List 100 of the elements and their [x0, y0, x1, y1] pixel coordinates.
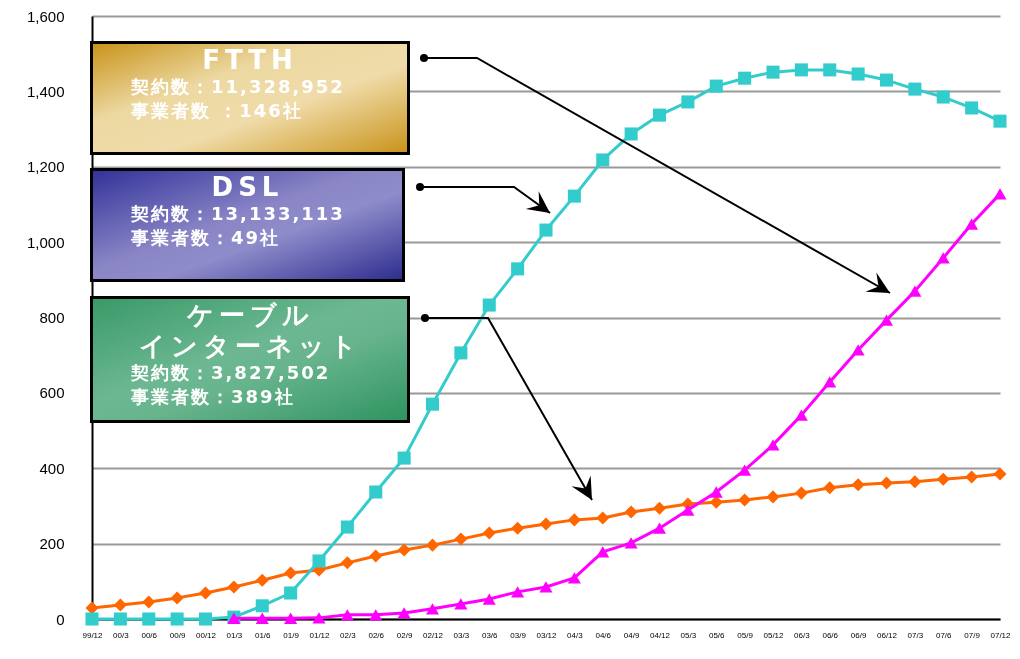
x-tick-label: 05/12 [763, 630, 785, 640]
point [142, 595, 156, 609]
x-tick-label: 05/6 [708, 630, 726, 640]
point [709, 495, 723, 509]
x-tick-label: 02/6 [368, 630, 385, 640]
x-tick-label: 07/9 [964, 630, 981, 640]
point [936, 472, 950, 486]
point [511, 521, 525, 535]
point [823, 63, 837, 77]
point [312, 554, 326, 568]
point [823, 481, 837, 495]
x-tick-label: 04/6 [595, 630, 612, 640]
annotation: 事業者数：49社 [130, 226, 282, 250]
point [596, 546, 610, 558]
x-tick-label: 06/3 [794, 630, 811, 640]
annotation: 契約数：3,827,502 [130, 361, 332, 385]
point [709, 486, 723, 498]
x-tick-label: 04/9 [623, 630, 640, 640]
x-tick-label: 05/9 [737, 630, 754, 640]
point [397, 451, 411, 465]
point [255, 612, 269, 624]
x-tick-label: 02/12 [422, 630, 444, 640]
x-tick-label: 07/3 [907, 630, 924, 640]
x-tick-label: 01/9 [283, 630, 300, 640]
x-tick-label: 00/6 [141, 630, 158, 640]
point [879, 73, 894, 87]
point [908, 475, 922, 489]
point [511, 262, 525, 276]
annotation: FTTH [201, 45, 299, 75]
point [539, 517, 553, 531]
point [539, 581, 553, 593]
x-tick-label: 00/3 [113, 630, 130, 640]
point [567, 513, 581, 527]
point [851, 478, 865, 492]
point [596, 153, 610, 167]
point [255, 573, 269, 587]
x-tick-label: 01/6 [254, 630, 272, 640]
point [766, 490, 780, 504]
point [511, 586, 525, 598]
point [170, 591, 184, 605]
point [454, 598, 468, 610]
point [681, 95, 695, 109]
point [454, 532, 468, 546]
point [879, 314, 894, 326]
point [738, 464, 752, 476]
x-tick-label: 00/9 [169, 630, 186, 640]
point [425, 603, 440, 615]
point [482, 593, 496, 605]
x-tick-label: 03/12 [536, 630, 558, 640]
x-tick-label: 04/3 [567, 630, 584, 640]
point [113, 612, 127, 626]
y-tick-label: 0 [56, 610, 65, 628]
x-tick-label: 01/12 [309, 630, 331, 640]
point [823, 376, 837, 388]
point [965, 101, 979, 115]
x-tick-label: 00/12 [195, 630, 217, 640]
x-tick-label: 06/9 [850, 630, 867, 640]
x-tick-label: 03/6 [481, 630, 499, 640]
point [312, 612, 326, 624]
point [624, 537, 638, 549]
point [142, 612, 156, 626]
y-tick-label: 1,600 [26, 7, 65, 25]
point [369, 549, 383, 563]
point [738, 493, 752, 507]
point [936, 252, 950, 264]
point [652, 522, 667, 534]
y-tick-label: 1,000 [26, 233, 65, 251]
x-tick-label: 99/12 [82, 630, 104, 640]
point [738, 71, 752, 85]
annotation: 契約数：13,133,113 [130, 202, 346, 226]
x-tick-label: 06/12 [876, 630, 898, 640]
y-tick-label: 1,400 [26, 82, 65, 100]
point [482, 526, 496, 540]
point [113, 598, 127, 612]
point [794, 63, 808, 77]
point [624, 127, 638, 141]
point [681, 504, 695, 516]
annotation: DSL [210, 172, 285, 202]
point [198, 612, 213, 626]
point [284, 566, 298, 580]
x-tick-label: 03/3 [453, 630, 470, 640]
x-tick-label: 02/9 [396, 630, 413, 640]
x-tick-label: 02/3 [340, 630, 357, 640]
y-tick-label: 800 [39, 309, 65, 326]
point [170, 612, 184, 626]
annotation: 事業者数：389社 [130, 385, 296, 409]
point [397, 543, 411, 557]
x-tick-label: 04/12 [649, 630, 671, 640]
annotation: 事業者数 ：146社 [130, 99, 304, 123]
point [85, 612, 99, 626]
x-tick-label: 03/9 [510, 630, 527, 640]
point [652, 108, 667, 122]
point [369, 485, 383, 499]
point [965, 470, 979, 484]
point [709, 79, 723, 93]
point [624, 505, 638, 519]
point [425, 397, 440, 411]
point [284, 612, 298, 624]
point [936, 90, 950, 104]
y-tick-label: 600 [39, 384, 65, 402]
